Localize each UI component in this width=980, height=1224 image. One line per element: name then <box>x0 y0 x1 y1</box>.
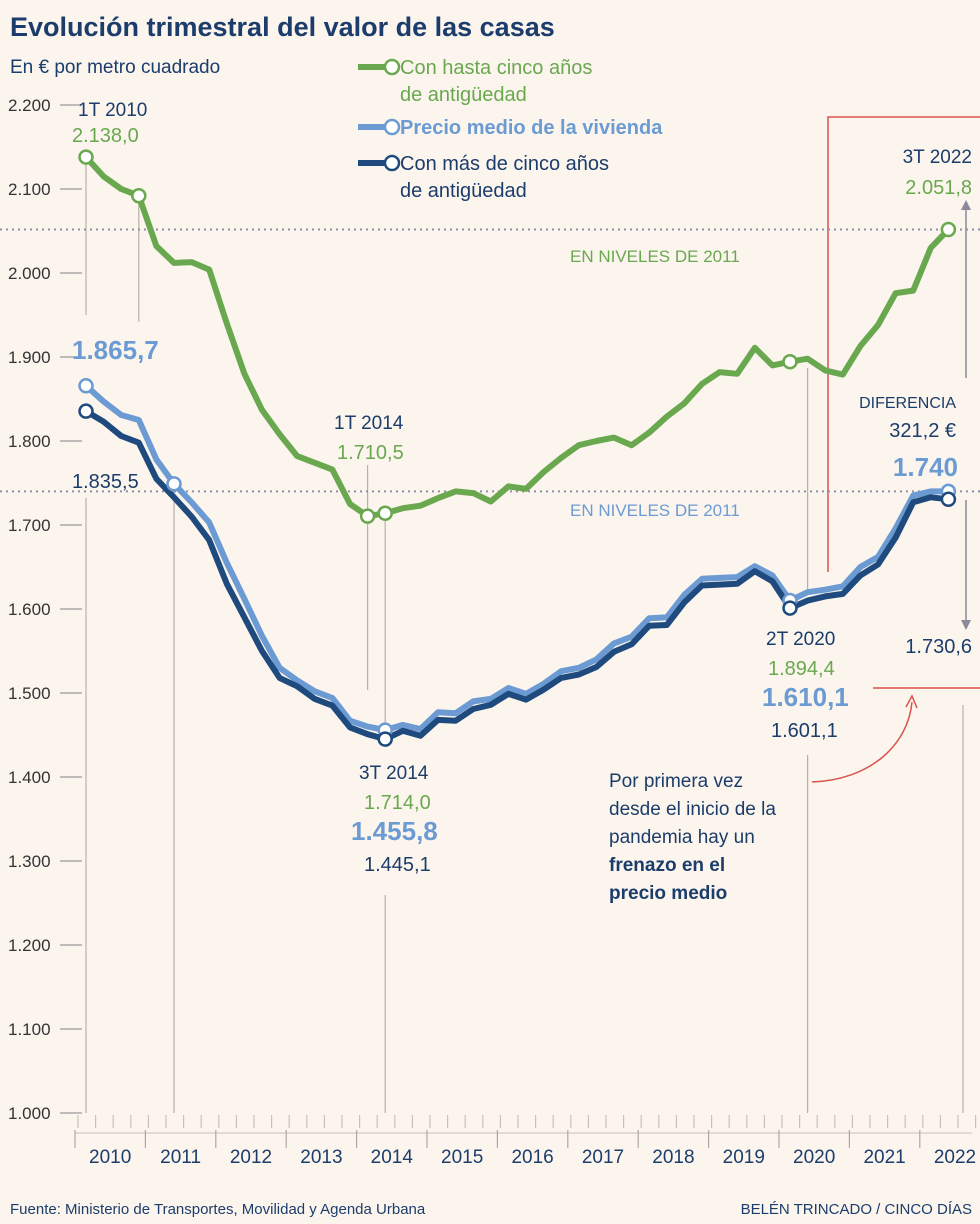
y-tick-label: 1.000 <box>8 1104 51 1123</box>
legend-dark-label-1: Con más de cinco años <box>400 153 609 175</box>
label-1t-2014: 1T 2014 <box>334 413 404 434</box>
x-tick-label: 2018 <box>652 1147 694 1168</box>
annotations: 1T 2010 2.138,0 1.865,7 1.835,5 1T 2014 … <box>72 100 972 904</box>
y-tick-label: 1.700 <box>8 516 51 535</box>
x-tick-label: 2016 <box>511 1147 553 1168</box>
x-tick-label: 2014 <box>371 1147 414 1168</box>
label-3t-2014-green: 1.714,0 <box>364 792 431 814</box>
label-2t-2020-green: 1.894,4 <box>768 658 835 680</box>
red-curve-arrow <box>811 701 913 783</box>
label-3t-2014-dark: 1.445,1 <box>364 854 431 876</box>
legend-dark-label-2: de antigüedad <box>400 180 527 202</box>
x-tick-label: 2017 <box>582 1147 624 1168</box>
label-1t-2010: 1T 2010 <box>78 100 147 121</box>
note-line-2: desde el inicio de la <box>609 799 776 820</box>
label-1t-2010-green: 2.138,0 <box>72 125 139 147</box>
label-2t-2020-dark: 1.601,1 <box>771 720 838 742</box>
x-tick-label: 2020 <box>793 1147 835 1168</box>
data-point-marker <box>782 600 798 616</box>
series-line-blue <box>83 382 952 734</box>
x-tick-label: 2012 <box>230 1147 272 1168</box>
red-box-top <box>827 116 980 572</box>
y-tick-label: 1.600 <box>8 600 51 619</box>
label-3t-2022: 3T 2022 <box>903 147 972 168</box>
legend: Con hasta cinco años de antigüedad Preci… <box>358 57 663 202</box>
note-line-5: precio medio <box>609 883 727 904</box>
y-tick-label: 1.400 <box>8 768 51 787</box>
note-line-3: pandemia hay un <box>609 827 755 848</box>
series-line-green <box>83 154 952 520</box>
x-tick-label: 2021 <box>863 1147 905 1168</box>
x-tick-label: 2022 <box>934 1147 976 1168</box>
y-tick-label: 2.000 <box>8 264 51 283</box>
x-axis: 2010 2011 2012 2013 2014 2015 2016 2017 2018 2019… <box>74 1115 977 1168</box>
data-point-marker <box>377 731 393 747</box>
y-axis: 2.200 2.100 2.000 1.900 1.800 1.700 1.600 1.500… <box>8 96 82 1123</box>
reference-lines <box>0 228 980 493</box>
y-tick-label: 1.500 <box>8 684 51 703</box>
label-level-green: EN NIVELES DE 2011 <box>570 247 740 266</box>
chart-subtitle: En € por metro cuadrado <box>10 57 220 78</box>
data-point-marker <box>166 476 182 492</box>
data-point-marker <box>782 353 798 370</box>
series-lines <box>83 154 952 743</box>
legend-blue-label: Precio medio de la vivienda <box>400 117 663 139</box>
label-1t-2010-dark: 1.835,5 <box>72 471 139 493</box>
data-point-marker <box>78 149 94 165</box>
y-tick-label: 1.100 <box>8 1020 51 1039</box>
label-2t-2020: 2T 2020 <box>766 629 835 650</box>
x-tick-label: 2010 <box>89 1147 131 1168</box>
label-3t-2014: 3T 2014 <box>359 763 429 784</box>
data-point-marker <box>78 378 94 394</box>
highlight-box <box>811 116 980 783</box>
source-note: Fuente: Ministerio de Transportes, Movil… <box>10 1201 426 1218</box>
series-markers <box>78 149 957 747</box>
data-point-marker <box>78 403 94 419</box>
x-tick-label: 2011 <box>160 1147 201 1168</box>
label-1t-2014-green: 1.710,5 <box>337 442 404 464</box>
callout-leaders <box>85 160 971 1113</box>
diff-arrow-head-down <box>961 620 971 630</box>
data-point-marker <box>359 508 376 524</box>
legend-green-label-2: de antigüedad <box>400 84 527 106</box>
label-diferencia-value: 321,2 € <box>889 420 956 442</box>
y-tick-label: 2.200 <box>8 96 51 115</box>
note-line-1: Por primera vez <box>609 771 743 792</box>
credit-note: BELÉN TRINCADO / CINCO DÍAS <box>741 1201 972 1218</box>
data-point-marker <box>131 187 147 204</box>
data-point-marker <box>377 505 393 521</box>
x-tick-label: 2013 <box>300 1147 342 1168</box>
data-point-marker <box>940 221 957 238</box>
legend-green-marker <box>383 58 401 76</box>
x-tick-label: 2015 <box>441 1147 483 1168</box>
data-point-marker <box>940 491 957 508</box>
red-arrow-head <box>905 694 918 709</box>
label-3t-2014-blue: 1.455,8 <box>351 816 438 846</box>
legend-dark-marker <box>383 154 401 172</box>
chart-title: Evolución trimestral del valor de las ca… <box>10 12 555 42</box>
label-3t-2022-blue: 1.740 <box>893 452 958 482</box>
y-tick-label: 2.100 <box>8 180 51 199</box>
label-1t-2010-blue: 1.865,7 <box>72 335 159 365</box>
label-3t-2022-green: 2.051,8 <box>905 177 972 199</box>
label-2t-2020-blue: 1.610,1 <box>762 682 849 712</box>
x-tick-label: 2019 <box>723 1147 765 1168</box>
y-tick-label: 1.300 <box>8 852 51 871</box>
label-diferencia: DIFERENCIA <box>859 395 956 412</box>
note-line-4: frenazo en el <box>609 855 725 876</box>
y-tick-label: 1.900 <box>8 348 51 367</box>
legend-green-label-1: Con hasta cinco años <box>400 57 592 79</box>
legend-blue-marker <box>383 118 401 136</box>
label-3t-2022-dark: 1.730,6 <box>905 636 972 658</box>
y-tick-label: 1.200 <box>8 936 51 955</box>
diff-arrow-head-up <box>961 200 971 210</box>
y-tick-label: 1.800 <box>8 432 51 451</box>
series-line-dark <box>83 408 952 743</box>
label-level-blue: EN NIVELES DE 2011 <box>570 501 740 520</box>
